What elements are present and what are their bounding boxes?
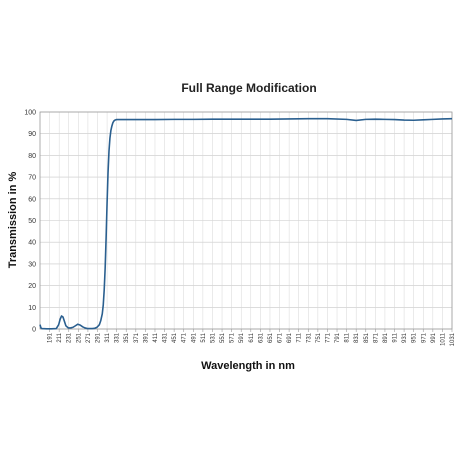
y-tick-label: 80 [28,153,36,160]
x-tick-label: 771 [325,332,331,343]
x-tick-label: 791 [335,332,341,343]
x-tick-label: 311 [105,332,111,342]
x-tick-label: 291 [95,332,101,343]
x-tick-label: 691 [287,332,293,343]
x-axis-ticks: 191 211 231 251 271 291 311 331 351 371 391 411 431 4… [48,329,455,346]
plot-area-frame [39,111,453,330]
x-tick-label: 851 [364,332,370,343]
x-tick-label: 331 [115,332,121,343]
x-tick-label: 751 [316,332,322,343]
x-tick-label: 971 [421,332,427,343]
x-tick-label: 831 [354,332,360,343]
x-tick-label: 411 [153,332,159,342]
series-line [39,117,453,330]
x-tick-label: 351 [124,332,130,343]
y-tick-label: 60 [28,196,36,203]
y-tick-label: 100 [24,110,36,117]
y-tick-label: 50 [28,218,36,225]
x-tick-label: 491 [191,332,197,343]
x-tick-label: 431 [163,332,169,343]
x-tick-label: 951 [412,332,418,343]
x-tick-label: 371 [134,332,140,343]
y-tick-label: 30 [28,261,36,268]
x-tick-label: 991 [431,332,437,343]
x-tick-label: 1011 [440,332,446,346]
chart-title: Full Range Modification [181,81,316,95]
x-tick-label: 651 [268,332,274,343]
x-tick-label: 391 [143,332,149,343]
x-tick-label: 871 [373,332,379,343]
x-tick-label: 271 [86,332,92,343]
x-tick-label: 1031 [450,332,455,346]
x-tick-label: 911 [393,332,399,342]
x-tick-label: 511 [201,332,207,342]
x-tick-label: 591 [239,332,245,343]
y-tick-label: 10 [28,305,36,312]
x-tick-label: 471 [182,332,188,343]
x-tick-label: 551 [220,332,226,343]
x-tick-label: 731 [306,332,312,343]
x-tick-label: 191 [48,332,54,343]
grid-lines [40,111,453,330]
y-tick-label: 0 [32,327,36,334]
x-tick-label: 631 [258,332,264,343]
y-tick-label: 20 [28,283,36,290]
x-tick-label: 671 [278,332,284,343]
x-axis-label: Wavelength in nm [201,360,295,372]
y-tick-label: 40 [28,240,36,247]
y-axis-label: Transmission in % [7,171,19,268]
y-axis-ticks: 0 10 20 30 40 50 60 70 80 90 100 [24,110,36,334]
x-tick-label: 711 [297,332,303,342]
x-tick-label: 611 [249,332,255,342]
y-tick-label: 90 [28,131,36,138]
x-tick-label: 251 [76,332,82,343]
x-tick-label: 531 [210,332,216,343]
x-tick-label: 891 [383,332,389,343]
x-tick-label: 231 [67,332,73,343]
x-tick-label: 211 [57,332,63,342]
y-tick-label: 70 [28,175,36,182]
x-tick-label: 931 [402,332,408,343]
x-tick-label: 571 [230,332,236,343]
x-tick-label: 811 [345,332,351,342]
x-tick-label: 451 [172,332,178,343]
